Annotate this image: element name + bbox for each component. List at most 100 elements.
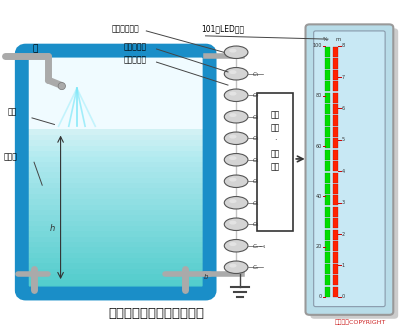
Text: 泵: 泵 — [32, 44, 37, 54]
Bar — [333, 150, 338, 160]
Bar — [28, 220, 203, 226]
Ellipse shape — [224, 261, 248, 273]
Bar — [28, 263, 203, 269]
Bar — [28, 274, 203, 279]
Ellipse shape — [229, 263, 236, 267]
Bar — [325, 172, 330, 183]
Bar — [28, 140, 203, 146]
Bar — [325, 93, 330, 103]
Bar — [28, 242, 203, 247]
Bar — [28, 231, 203, 237]
Ellipse shape — [229, 221, 236, 224]
Bar — [325, 253, 330, 262]
Ellipse shape — [229, 135, 236, 139]
Bar — [333, 59, 338, 69]
Bar — [28, 279, 203, 285]
Text: 0: 0 — [319, 294, 322, 299]
Text: 1: 1 — [342, 263, 344, 268]
Text: $C_6$: $C_6$ — [252, 199, 259, 208]
Text: 铜质直角接头: 铜质直角接头 — [112, 24, 139, 33]
Ellipse shape — [229, 242, 236, 246]
Bar — [333, 195, 338, 206]
Bar — [325, 218, 330, 228]
Text: $C_8$: $C_8$ — [252, 220, 259, 229]
Text: 液面: 液面 — [7, 108, 17, 117]
Bar — [28, 161, 203, 167]
Bar — [28, 268, 203, 274]
Bar — [333, 93, 338, 103]
Bar — [325, 104, 330, 114]
Bar — [333, 275, 338, 285]
Ellipse shape — [224, 240, 248, 252]
Bar — [325, 207, 330, 217]
Bar — [333, 287, 338, 297]
Bar — [28, 145, 203, 151]
Text: $C_{n-1}$: $C_{n-1}$ — [252, 242, 266, 251]
Bar — [333, 184, 338, 194]
Ellipse shape — [229, 92, 236, 96]
Text: ·: · — [274, 136, 276, 145]
Bar — [333, 253, 338, 262]
Bar — [28, 135, 203, 140]
Bar — [333, 81, 338, 91]
Ellipse shape — [224, 89, 248, 102]
Bar — [28, 129, 203, 135]
Bar — [325, 275, 330, 285]
Ellipse shape — [229, 156, 236, 160]
Bar — [325, 47, 330, 57]
Text: 东方仿真COPYRIGHT: 东方仿真COPYRIGHT — [335, 319, 386, 325]
Bar — [333, 47, 338, 57]
Bar — [333, 172, 338, 183]
Text: $C_4$: $C_4$ — [252, 156, 259, 165]
Bar — [28, 188, 203, 194]
Bar — [325, 59, 330, 69]
Text: 电路: 电路 — [270, 163, 279, 172]
Text: 3: 3 — [342, 200, 344, 205]
Text: 2: 2 — [342, 231, 344, 237]
Bar — [28, 199, 203, 205]
Bar — [333, 104, 338, 114]
Text: 8: 8 — [342, 43, 344, 48]
Ellipse shape — [224, 132, 248, 145]
Bar — [28, 151, 203, 156]
Ellipse shape — [224, 68, 248, 80]
Bar — [28, 156, 203, 162]
Bar — [333, 138, 338, 148]
Text: h: h — [50, 224, 55, 233]
Bar — [28, 194, 203, 199]
Bar — [256, 93, 293, 231]
Ellipse shape — [224, 154, 248, 166]
Text: 编码: 编码 — [270, 150, 279, 159]
Text: 100: 100 — [312, 43, 322, 48]
Bar — [325, 241, 330, 251]
Bar — [325, 264, 330, 274]
Text: $C_5$: $C_5$ — [252, 177, 259, 186]
Bar — [325, 161, 330, 171]
Text: $C_3$: $C_3$ — [252, 134, 259, 143]
Text: $C_n$: $C_n$ — [252, 263, 259, 272]
Bar — [333, 70, 338, 80]
Text: 0: 0 — [342, 294, 344, 299]
Bar — [333, 161, 338, 171]
Text: $C_1$: $C_1$ — [252, 70, 259, 79]
Text: $C_9$: $C_9$ — [252, 91, 259, 100]
FancyBboxPatch shape — [310, 28, 398, 319]
Text: b: b — [203, 274, 208, 280]
Text: 60: 60 — [316, 144, 322, 149]
Bar — [28, 151, 203, 157]
Bar — [28, 167, 203, 172]
Bar — [28, 253, 203, 258]
Bar — [28, 140, 203, 146]
Ellipse shape — [58, 82, 65, 90]
Bar — [333, 127, 338, 137]
Text: m: m — [335, 37, 341, 42]
Bar — [28, 204, 203, 210]
Bar — [28, 177, 203, 183]
Bar — [28, 236, 203, 242]
Bar — [325, 81, 330, 91]
Bar — [325, 150, 330, 160]
Text: 20: 20 — [316, 244, 322, 249]
Bar — [28, 215, 203, 220]
Bar — [28, 172, 203, 178]
Bar — [325, 116, 330, 125]
